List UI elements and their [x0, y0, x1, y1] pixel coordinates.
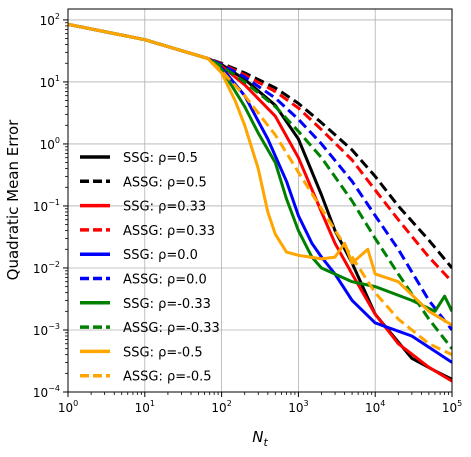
y-tick-label: 10−2: [33, 260, 60, 276]
x-tick-label: 101: [135, 399, 155, 415]
legend-entry-label: SSG: ρ=0.5: [123, 151, 198, 166]
legend-entry-label: SSG: ρ=0.0: [123, 248, 198, 263]
y-tick-label: 100: [40, 136, 60, 152]
y-tick-label: 10−3: [33, 322, 60, 338]
x-tick-label: 105: [442, 399, 462, 415]
series-lines: [68, 22, 452, 383]
y-axis-ticks: 10−4 10−3 10−2 10−1 100 101 102: [33, 12, 68, 400]
legend-entry-label: SSG: ρ=-0.33: [123, 297, 211, 312]
y-tick-label: 101: [40, 74, 60, 90]
x-axis-label: Nt: [252, 428, 268, 449]
x-tick-label: 102: [211, 399, 231, 415]
legend-entry-label: ASSG: ρ=-0.5: [123, 370, 212, 385]
x-tick-label: 103: [288, 399, 308, 415]
plot-frame: [67, 8, 453, 393]
legend-entry-label: ASSG: ρ=0.0: [123, 273, 207, 288]
legend-entry-label: ASSG: ρ=-0.33: [123, 321, 220, 336]
legend-entry-label: ASSG: ρ=0.33: [123, 224, 215, 239]
y-tick-label: 102: [40, 12, 60, 28]
series-line-9: [68, 22, 452, 357]
y-axis-label: Quadratic Mean Error: [4, 119, 22, 280]
y-tick-label: 10−1: [33, 198, 60, 214]
legend-entry-label: SSG: ρ=-0.5: [123, 345, 203, 360]
series-line-8: [68, 22, 452, 327]
legend-entry-label: ASSG: ρ=0.5: [123, 175, 207, 190]
x-axis-ticks: 100 101 102 103 104 105: [58, 392, 462, 415]
legend: SSG: ρ=0.5 ASSG: ρ=0.5 SSG: ρ=0.33 ASSG: ρ=…: [80, 151, 220, 385]
x-tick-label: 104: [365, 399, 385, 415]
x-tick-label: 100: [58, 399, 78, 415]
y-tick-label: 10−4: [33, 384, 60, 400]
legend-entry-label: SSG: ρ=0.33: [123, 200, 206, 215]
